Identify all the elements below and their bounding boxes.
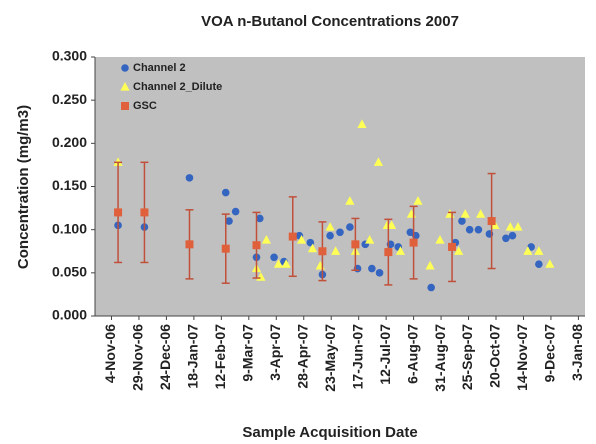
chart-title: VOA n-Butanol Concentrations 2007 (201, 13, 459, 30)
x-axis-label: Sample Acquisition Date (242, 424, 417, 441)
point (318, 247, 327, 256)
y-tick-label: 0.150 (52, 177, 87, 193)
y-tick-label: 0.100 (52, 220, 87, 236)
point (221, 188, 230, 197)
point (487, 217, 496, 226)
y-tick-label: 0.000 (52, 307, 87, 323)
point (185, 240, 194, 249)
point (427, 283, 435, 292)
legend-marker (121, 102, 129, 110)
y-tick-label: 0.250 (52, 91, 87, 107)
x-tick-label: 9-Dec-07 (542, 324, 558, 383)
point (387, 220, 397, 229)
y-tick-label: 0.200 (52, 134, 87, 150)
point (474, 225, 483, 234)
point (331, 246, 341, 255)
point (527, 243, 535, 251)
point (523, 246, 533, 255)
point (231, 207, 240, 216)
point (508, 231, 517, 240)
x-tick-label: 28-Apr-07 (294, 324, 310, 389)
point (288, 232, 297, 241)
point (365, 235, 375, 244)
x-tick-label: 20-Oct-07 (487, 324, 503, 388)
point (185, 174, 194, 182)
legend-label: Channel 2 (133, 62, 186, 74)
x-tick-label: 3-Apr-07 (267, 324, 283, 381)
x-tick-label: 18-Jan-07 (185, 324, 201, 389)
legend-marker (121, 64, 129, 72)
point (395, 246, 406, 255)
point (458, 217, 466, 225)
point (373, 157, 384, 166)
legend-marker (120, 82, 130, 91)
x-tick-label: 23-May-07 (322, 324, 338, 392)
point (307, 243, 318, 253)
point (454, 246, 464, 255)
point (346, 223, 354, 231)
point (325, 222, 335, 231)
point (435, 235, 445, 244)
point (465, 225, 474, 234)
point (413, 196, 423, 205)
point (375, 269, 384, 277)
y-tick-label: 0.050 (52, 264, 87, 280)
point (252, 241, 261, 250)
point (273, 259, 284, 268)
point (406, 228, 415, 237)
point (409, 238, 418, 247)
y-tick-label: 0.300 (52, 48, 87, 64)
point (476, 209, 486, 218)
point (336, 228, 344, 237)
x-tick-label: 14-Nov-07 (514, 324, 530, 391)
point (345, 196, 355, 205)
point (140, 208, 149, 217)
point (261, 235, 271, 244)
x-tick-label: 17-Jun-07 (349, 324, 365, 390)
x-tick-label: 6-Aug-07 (404, 324, 420, 384)
x-tick-label: 29-Nov-06 (130, 324, 146, 391)
point (296, 235, 307, 244)
point (357, 119, 367, 128)
point (460, 209, 470, 218)
legend-label: GSC (133, 100, 157, 112)
point (535, 260, 543, 269)
point (225, 217, 233, 225)
point (368, 264, 376, 273)
plot-area (95, 57, 585, 316)
point (448, 242, 457, 251)
point (502, 234, 510, 243)
x-tick-label: 31-Aug-07 (432, 324, 448, 392)
x-tick-label: 3-Jan-08 (569, 324, 585, 381)
point (513, 222, 523, 231)
x-tick-label: 4-Nov-06 (102, 324, 118, 383)
point (425, 260, 435, 270)
point (384, 248, 393, 257)
point (545, 259, 555, 268)
point (505, 222, 515, 231)
point (114, 208, 123, 217)
x-tick-label: 9-Mar-07 (240, 324, 256, 382)
x-tick-label: 12-Jul-07 (377, 324, 393, 385)
point (351, 240, 360, 249)
point (270, 253, 278, 262)
point (221, 244, 230, 253)
point (255, 214, 264, 223)
legend-label: Channel 2_Dilute (133, 81, 222, 93)
x-tick-label: 25-Sep-07 (459, 324, 475, 390)
point (326, 231, 334, 240)
x-tick-label: 24-Dec-06 (157, 324, 173, 390)
point (281, 259, 291, 268)
y-axis-label: Concentration (mg/m3) (15, 105, 32, 269)
x-tick-label: 12-Feb-07 (212, 324, 228, 390)
point (534, 246, 544, 255)
